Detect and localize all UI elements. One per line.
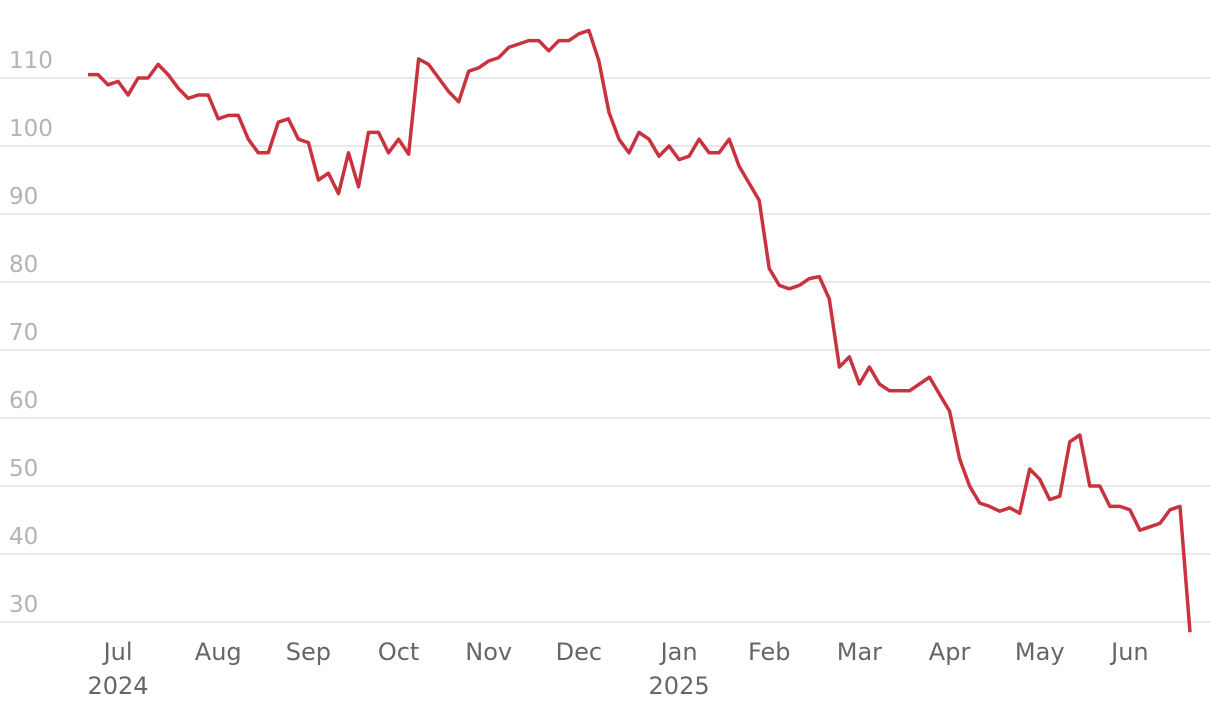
y-tick-label: 110 — [9, 48, 53, 74]
y-tick-label: 40 — [9, 524, 38, 550]
y-tick-label: 30 — [9, 592, 38, 618]
x-tick-label: Mar — [837, 638, 882, 666]
x-tick-label: Jan 2025 — [649, 638, 710, 700]
x-tick-label: Sep — [286, 638, 331, 666]
y-tick-label: 90 — [9, 184, 38, 210]
x-tick-label: Aug — [195, 638, 242, 666]
data-line — [88, 28, 1192, 633]
x-tick-label: Jun — [1109, 638, 1149, 666]
y-tick-label: 50 — [9, 456, 38, 482]
y-tick-label: 70 — [9, 320, 38, 346]
x-tick-label: Nov — [465, 638, 512, 666]
x-tick-label: Jul 2024 — [88, 638, 149, 700]
y-tick-label: 100 — [9, 116, 53, 142]
x-tick-label: May — [1015, 638, 1065, 666]
y-tick-label: 80 — [9, 252, 38, 278]
y-tick-label: 60 — [9, 388, 38, 414]
x-tick-label: Feb — [748, 638, 791, 666]
x-tick-label: Apr — [929, 638, 971, 666]
x-tick-label: Oct — [378, 638, 420, 666]
x-tick-label: Dec — [556, 638, 602, 666]
